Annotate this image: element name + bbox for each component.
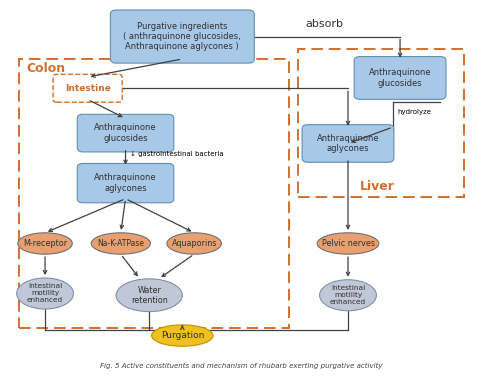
FancyBboxPatch shape bbox=[354, 56, 446, 99]
Text: Intestinal
motility
enhanced: Intestinal motility enhanced bbox=[330, 285, 366, 305]
Text: Fig. 5 Active constituents and mechanism of rhubarb exerting purgative activity: Fig. 5 Active constituents and mechanism… bbox=[100, 362, 383, 369]
FancyBboxPatch shape bbox=[77, 114, 174, 152]
Text: Aquaporins: Aquaporins bbox=[171, 239, 217, 248]
Text: Water
retention: Water retention bbox=[131, 285, 168, 305]
Text: Purgation: Purgation bbox=[161, 331, 204, 340]
Text: Na-K-ATPase: Na-K-ATPase bbox=[97, 239, 144, 248]
Text: Liver: Liver bbox=[360, 180, 395, 193]
Ellipse shape bbox=[320, 280, 376, 311]
Text: Purgative ingredients
( anthraquinone glucosides,
Anthraquinone aglycones ): Purgative ingredients ( anthraquinone gl… bbox=[124, 22, 241, 52]
Ellipse shape bbox=[167, 233, 221, 254]
Ellipse shape bbox=[317, 233, 379, 254]
Text: Pelvic nerves: Pelvic nerves bbox=[322, 239, 374, 248]
Text: Intestinal
motility
enhanced: Intestinal motility enhanced bbox=[27, 283, 63, 304]
FancyBboxPatch shape bbox=[111, 10, 254, 63]
Ellipse shape bbox=[18, 233, 72, 254]
FancyBboxPatch shape bbox=[302, 125, 394, 162]
Text: Anthraquinone
aglycones: Anthraquinone aglycones bbox=[94, 174, 157, 193]
FancyBboxPatch shape bbox=[53, 74, 122, 102]
Text: Anthraquinone
aglycones: Anthraquinone aglycones bbox=[317, 134, 379, 153]
Text: M-receptor: M-receptor bbox=[23, 239, 67, 248]
FancyBboxPatch shape bbox=[77, 163, 174, 203]
Text: Colon: Colon bbox=[26, 63, 65, 75]
Text: Anthraquinone
glucosides: Anthraquinone glucosides bbox=[369, 68, 431, 88]
Ellipse shape bbox=[116, 279, 183, 312]
Text: ↓ gastrointestinal bacteria: ↓ gastrointestinal bacteria bbox=[130, 151, 224, 157]
Text: Anthraquinone
glucosides: Anthraquinone glucosides bbox=[94, 124, 157, 143]
Text: hydrolyze: hydrolyze bbox=[398, 109, 432, 115]
Ellipse shape bbox=[17, 278, 73, 309]
Ellipse shape bbox=[91, 233, 150, 254]
Text: Intestine: Intestine bbox=[65, 84, 111, 93]
Ellipse shape bbox=[152, 325, 213, 346]
Text: absorb: absorb bbox=[305, 19, 343, 29]
